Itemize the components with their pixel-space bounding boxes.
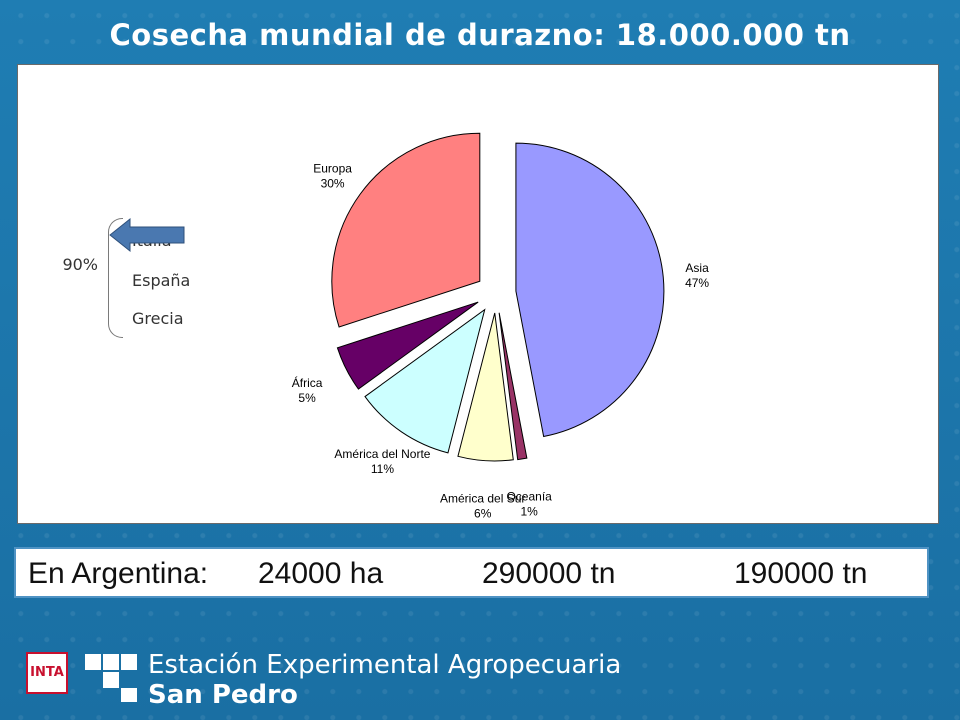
slice-label-percent: 11% [371,462,394,476]
slice-label-percent: 5% [298,391,316,405]
country-espana: España [132,271,191,290]
slice-label-percent: 1% [520,504,538,518]
info-production: 290000 tn [482,557,616,590]
slice-label-name: Europa [313,161,352,175]
pie-slice-ocean-a [498,312,528,461]
slice-label-name: América del Norte [334,447,430,461]
slice-label-name: Asia [685,261,709,275]
footer-line2: San Pedro [148,680,298,710]
footer-line1: Estación Experimental Agropecuaria [148,650,622,680]
chart-title: Cosecha mundial de durazno: 18.000.000 t… [109,18,851,52]
pie-slice-europa [331,132,481,328]
info-area: 24000 ha [258,557,384,590]
pie-slice-asia [515,142,665,438]
info-label: En Argentina: [28,557,209,590]
side-note-percent: 90% [62,255,98,274]
left-arrow-icon [109,217,185,253]
slice-label-percent: 47% [685,276,709,290]
slice-label-name: África [292,375,323,390]
slice-label-percent: 30% [321,176,345,190]
country-grecia: Grecia [132,309,184,328]
inta-logo: INTA [26,652,68,694]
argentina-info-bar: En Argentina: 24000 ha 290000 tn 190000 … [14,547,929,598]
side-note: 90% Italia España Grecia [62,215,308,345]
info-third-value: 190000 tn [734,557,868,590]
slice-label-name: Oceanía [506,489,552,503]
station-logo-icon [85,654,137,702]
slice-label-name: América del Sur [440,492,525,506]
pie-slice-am-rica-del-sur [457,312,514,462]
chart-panel: Asia 47% Oceanía 1% América del Sur 6% América… [17,64,939,524]
pie-slice-am-rica-del-norte [364,308,486,454]
slice-label-percent: 6% [474,507,492,521]
pie-slice--frica [336,301,479,390]
